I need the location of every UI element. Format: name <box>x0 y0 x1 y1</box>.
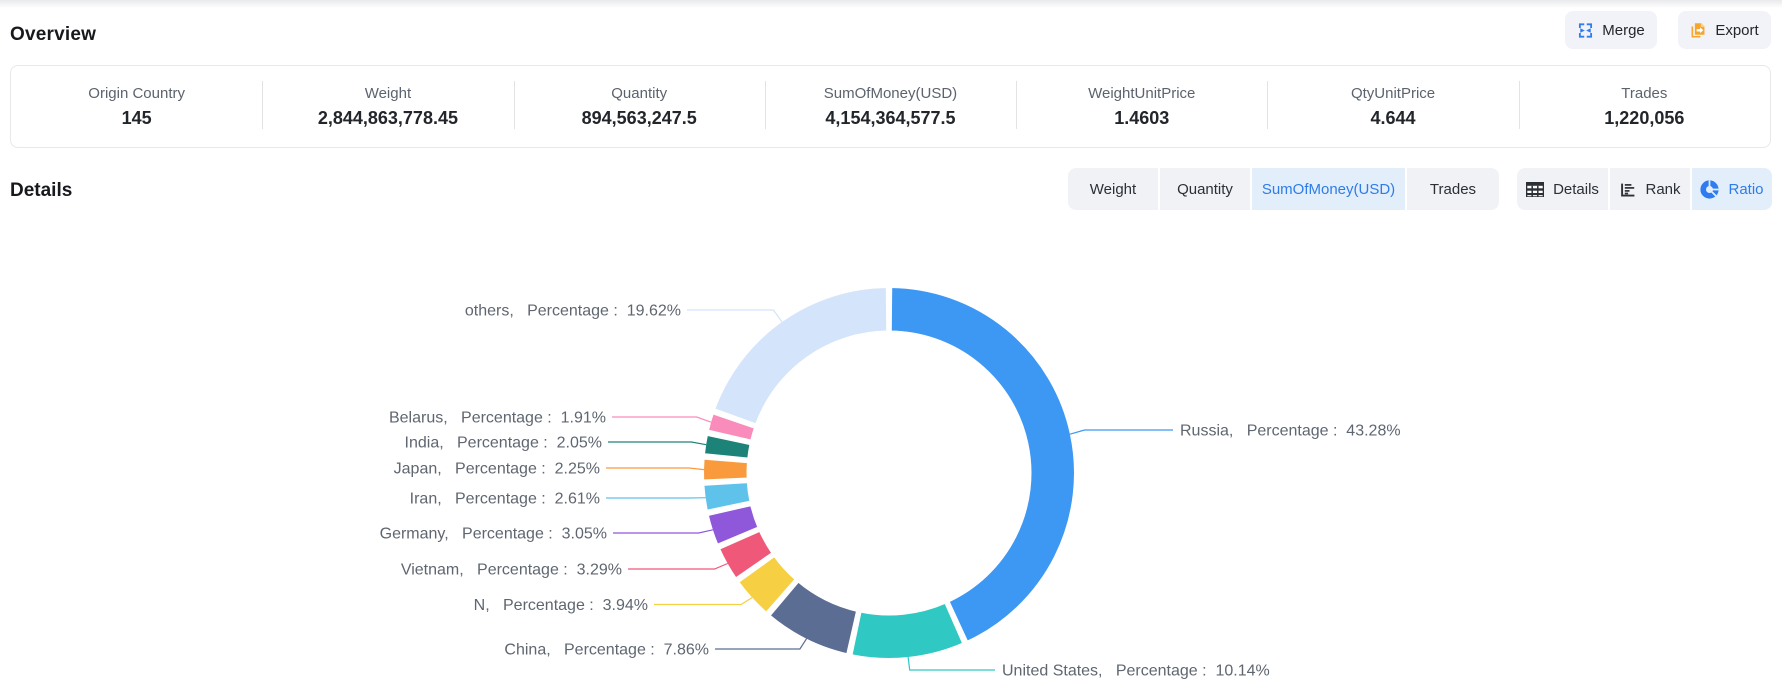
svg-text:Germany, Percentage : 3.05%: Germany, Percentage : 3.05% <box>380 526 607 543</box>
svg-text:Japan, Percentage : 2.25%: Japan, Percentage : 2.25% <box>394 461 600 478</box>
svg-text:Iran, Percentage : 2.61%: Iran, Percentage : 2.61% <box>410 491 600 508</box>
svg-text:N, Percentage : 3.94%: N, Percentage : 3.94% <box>474 597 648 614</box>
svg-text:others, Percentage : 19.62%: others, Percentage : 19.62% <box>465 303 681 320</box>
svg-text:Russia, Percentage : 43.28%: Russia, Percentage : 43.28% <box>1180 423 1401 440</box>
svg-text:United States, Percentage :: United States, Percentage : 10.14% <box>1002 663 1270 680</box>
svg-text:Vietnam, Percentage : 3.29%: Vietnam, Percentage : 3.29% <box>401 562 622 579</box>
svg-text:China, Percentage : 7.86%: China, Percentage : 7.86% <box>504 642 709 659</box>
svg-text:Belarus, Percentage : 1.91%: Belarus, Percentage : 1.91% <box>389 410 606 427</box>
svg-text:India, Percentage : 2.05%: India, Percentage : 2.05% <box>405 435 602 452</box>
